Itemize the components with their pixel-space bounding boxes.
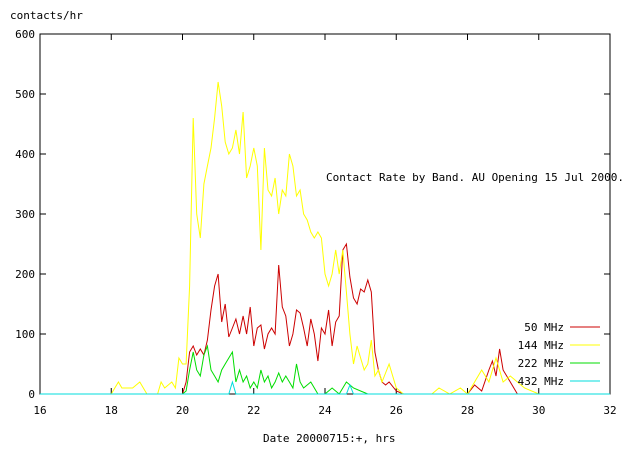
y-tick-label: 100 (15, 328, 35, 341)
x-axis-label: Date 20000715:+, hrs (263, 432, 395, 445)
chart-title: Contact Rate by Band. AU Opening 15 Jul … (326, 171, 624, 184)
y-tick-label: 600 (15, 28, 35, 41)
x-tick-label: 20 (176, 404, 189, 417)
x-tick-label: 28 (461, 404, 474, 417)
legend-label: 144 MHz (518, 339, 564, 352)
y-tick-label: 0 (28, 388, 35, 401)
y-tick-label: 300 (15, 208, 35, 221)
x-tick-label: 18 (105, 404, 118, 417)
x-axis: 16 18 20 22 24 26 28 30 32 (33, 34, 617, 417)
y-tick-label: 500 (15, 88, 35, 101)
x-tick-label: 30 (532, 404, 545, 417)
series-line-144-mhz (40, 81, 610, 395)
series-line-432-mhz (40, 380, 610, 395)
y-axis-label: contacts/hr (10, 9, 83, 22)
legend-label: 432 MHz (518, 375, 564, 388)
x-tick-label: 26 (390, 404, 403, 417)
y-tick-label: 400 (15, 148, 35, 161)
legend: 50 MHz 144 MHz 222 MHz 432 MHz (518, 321, 600, 388)
series-line-50-mhz (40, 242, 610, 395)
x-tick-label: 22 (247, 404, 260, 417)
x-tick-label: 16 (33, 404, 46, 417)
x-tick-label: 32 (603, 404, 616, 417)
series-layer (40, 81, 610, 395)
x-tick-label: 24 (318, 404, 332, 417)
y-axis: 0 100 200 300 400 500 600 (15, 28, 610, 401)
legend-label: 50 MHz (524, 321, 564, 334)
legend-label: 222 MHz (518, 357, 564, 370)
y-tick-label: 200 (15, 268, 35, 281)
